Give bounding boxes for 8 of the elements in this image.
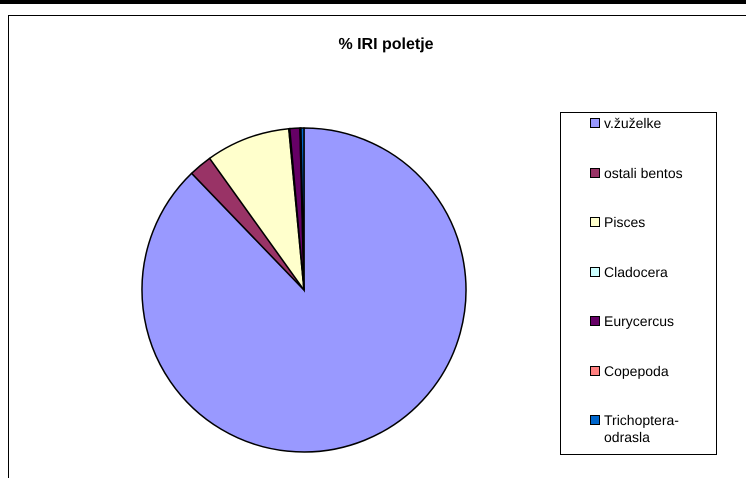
legend-label: ostali bentos	[604, 164, 684, 182]
legend-label: v.žuželke	[604, 115, 662, 132]
legend-label: Trichoptera-odrasla	[604, 412, 680, 446]
legend-label: Eurycercus	[604, 313, 676, 330]
chart-title: % IRI poletje	[337, 36, 435, 54]
legend-label: Copepoda	[604, 362, 670, 380]
legend-label: Pisces	[604, 214, 646, 231]
legend-label: Cladocera	[604, 264, 669, 280]
